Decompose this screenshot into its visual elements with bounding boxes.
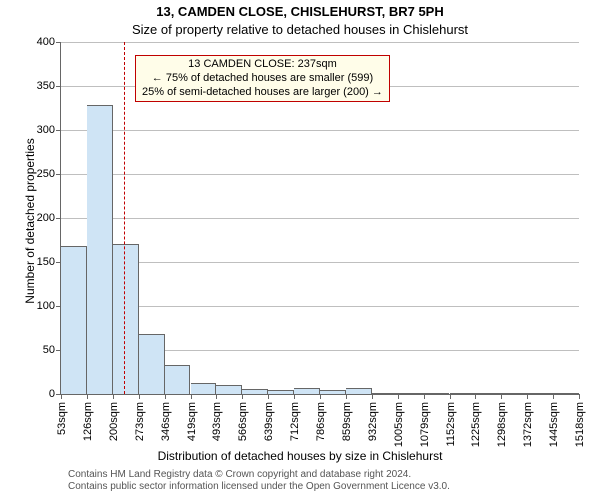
chart-subtitle: Size of property relative to detached ho… [0,22,600,37]
xtick-label: 1152sqm [443,402,457,446]
chart-title: 13, CAMDEN CLOSE, CHISLEHURST, BR7 5PH [0,4,600,19]
xtick-mark [294,394,295,399]
xtick-label: 126sqm [80,402,94,441]
histogram-bar [165,365,191,394]
xtick-mark [87,394,88,399]
xtick-mark [424,394,425,399]
xtick-label: 419sqm [184,402,198,441]
ytick-label: 150 [37,256,61,268]
ytick-label: 100 [37,300,61,312]
gridline [61,262,579,263]
xtick-mark [553,394,554,399]
xtick-label: 1372sqm [520,402,534,447]
ytick-label: 200 [37,212,61,224]
xtick-label: 566sqm [235,402,249,441]
xtick-label: 786sqm [313,402,327,441]
footer-line-2: Contains public sector information licen… [68,481,450,493]
xtick-label: 639sqm [261,402,275,441]
xtick-mark [139,394,140,399]
xtick-label: 346sqm [158,402,172,441]
xtick-mark [242,394,243,399]
histogram-bar [553,393,579,394]
histogram-bar [501,393,527,394]
y-axis-label: Number of detached properties [23,121,37,321]
xtick-label: 493sqm [209,402,223,441]
gridline [61,130,579,131]
xtick-label: 932sqm [365,402,379,441]
annotation-line: 13 CAMDEN CLOSE: 237sqm [142,58,383,72]
chart-container: 13, CAMDEN CLOSE, CHISLEHURST, BR7 5PH S… [0,0,600,500]
histogram-bar [424,393,450,394]
ytick-label: 300 [37,124,61,136]
xtick-label: 712sqm [287,402,301,441]
xtick-label: 53sqm [54,402,68,435]
xtick-mark [372,394,373,399]
annotation-line: ← 75% of detached houses are smaller (59… [142,72,383,86]
histogram-bar [139,334,165,394]
histogram-bar [216,385,242,394]
ytick-label: 50 [43,344,61,356]
ytick-label: 400 [37,36,61,48]
histogram-bar [346,388,372,394]
histogram-bar [61,246,87,394]
ytick-label: 0 [49,388,61,400]
xtick-mark [320,394,321,399]
xtick-mark [191,394,192,399]
xtick-label: 1445sqm [546,402,560,447]
xtick-label: 1518sqm [572,402,586,447]
xtick-label: 200sqm [106,402,120,441]
xtick-mark [165,394,166,399]
reference-line [124,42,125,394]
histogram-bar [268,390,294,394]
ytick-label: 250 [37,168,61,180]
gridline [61,218,579,219]
histogram-bar [475,393,501,394]
histogram-bar [450,393,476,394]
gridline [61,42,579,43]
x-axis-label: Distribution of detached houses by size … [0,449,600,463]
annotation-box: 13 CAMDEN CLOSE: 237sqm← 75% of detached… [135,55,390,102]
xtick-mark [113,394,114,399]
histogram-bar [527,393,553,394]
gridline [61,174,579,175]
xtick-label: 859sqm [339,402,353,441]
xtick-label: 1225sqm [468,402,482,447]
histogram-bar [398,393,424,394]
xtick-mark [346,394,347,399]
xtick-label: 1079sqm [417,402,431,447]
xtick-mark [475,394,476,399]
xtick-label: 1005sqm [391,402,405,447]
histogram-bar [320,390,346,394]
xtick-mark [450,394,451,399]
xtick-mark [268,394,269,399]
ytick-label: 350 [37,80,61,92]
gridline [61,306,579,307]
xtick-mark [61,394,62,399]
annotation-line: 25% of semi-detached houses are larger (… [142,86,383,100]
histogram-bar [113,244,139,394]
xtick-mark [216,394,217,399]
histogram-bar [294,388,320,394]
xtick-mark [398,394,399,399]
histogram-bar [87,105,113,394]
xtick-label: 273sqm [132,402,146,441]
xtick-mark [527,394,528,399]
histogram-bar [191,383,217,394]
histogram-bar [372,393,398,394]
footer-text: Contains HM Land Registry data © Crown c… [68,469,450,493]
xtick-mark [579,394,580,399]
footer-line-1: Contains HM Land Registry data © Crown c… [68,469,450,481]
histogram-bar [242,389,268,394]
xtick-label: 1298sqm [494,402,508,447]
xtick-mark [501,394,502,399]
plot-area: 05010015020025030035040053sqm126sqm200sq… [60,42,579,395]
